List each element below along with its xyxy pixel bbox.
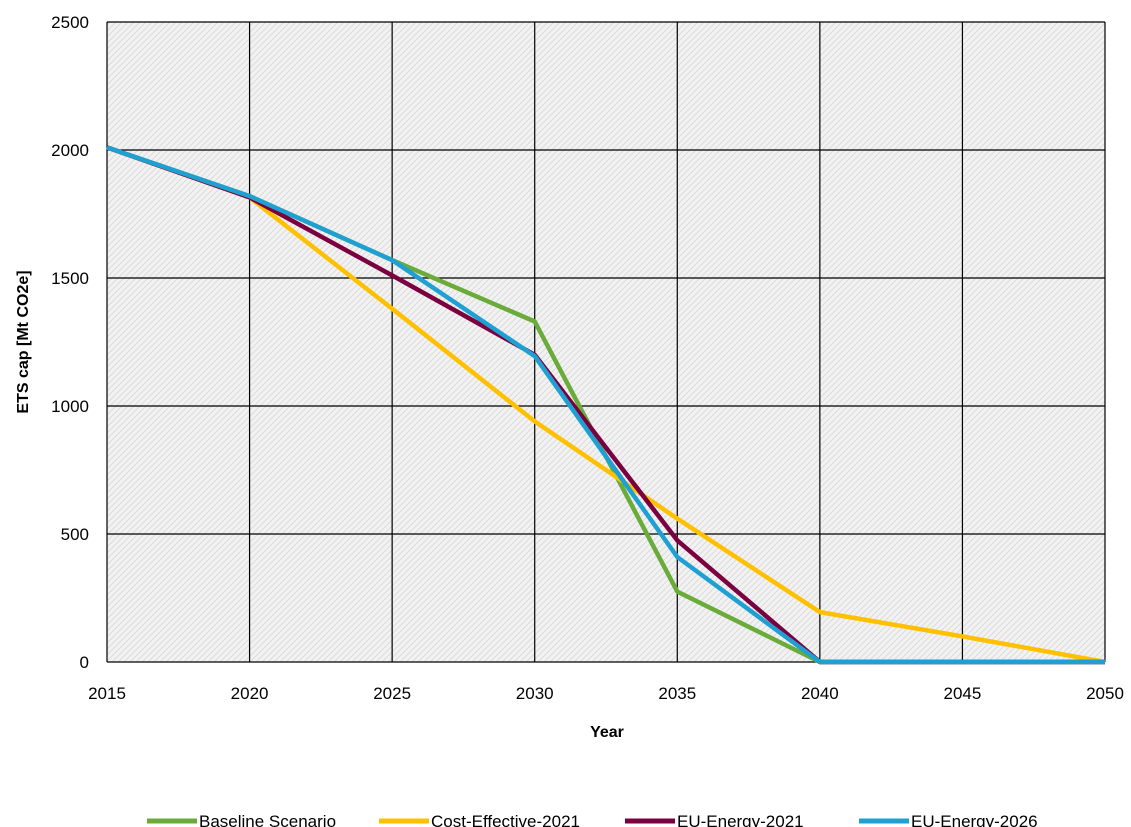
x-axis-ticks: 2015 2020 2025 2030 2035 2040 2045 2050 bbox=[88, 684, 1124, 703]
y-axis-title: ETS cap [Mt CO2e] bbox=[15, 270, 32, 413]
x-tick-label: 2025 bbox=[373, 684, 411, 703]
y-tick-label: 1500 bbox=[51, 269, 89, 288]
x-tick-label: 2050 bbox=[1086, 684, 1124, 703]
series-line-1 bbox=[106, 145, 1106, 665]
legend: Baseline Scenario Cost-Effective-2021 EU-E… bbox=[147, 812, 1038, 827]
plot-area bbox=[107, 22, 1105, 662]
y-tick-label: 1000 bbox=[51, 397, 89, 416]
x-tick-label: 2035 bbox=[658, 684, 696, 703]
y-axis-ticks: 0 500 1000 1500 2000 2500 bbox=[51, 13, 89, 672]
legend-label: Baseline Scenario bbox=[199, 812, 336, 827]
legend-label: Cost-Effective-2021 bbox=[431, 812, 580, 827]
y-tick-label: 2500 bbox=[51, 13, 89, 32]
gridlines bbox=[106, 21, 1106, 663]
legend-label: EU-Energy-2021 bbox=[677, 812, 804, 827]
y-tick-label: 500 bbox=[61, 525, 89, 544]
y-tick-label: 2000 bbox=[51, 141, 89, 160]
series-lines bbox=[106, 145, 1106, 665]
legend-label: EU-Energy-2026 bbox=[911, 812, 1038, 827]
series-line-3 bbox=[106, 145, 1105, 665]
x-tick-label: 2040 bbox=[801, 684, 839, 703]
x-tick-label: 2030 bbox=[516, 684, 554, 703]
x-tick-label: 2045 bbox=[944, 684, 982, 703]
x-tick-label: 2020 bbox=[231, 684, 269, 703]
x-tick-label: 2015 bbox=[88, 684, 126, 703]
y-tick-label: 0 bbox=[80, 653, 89, 672]
x-axis-title: Year bbox=[590, 724, 624, 741]
